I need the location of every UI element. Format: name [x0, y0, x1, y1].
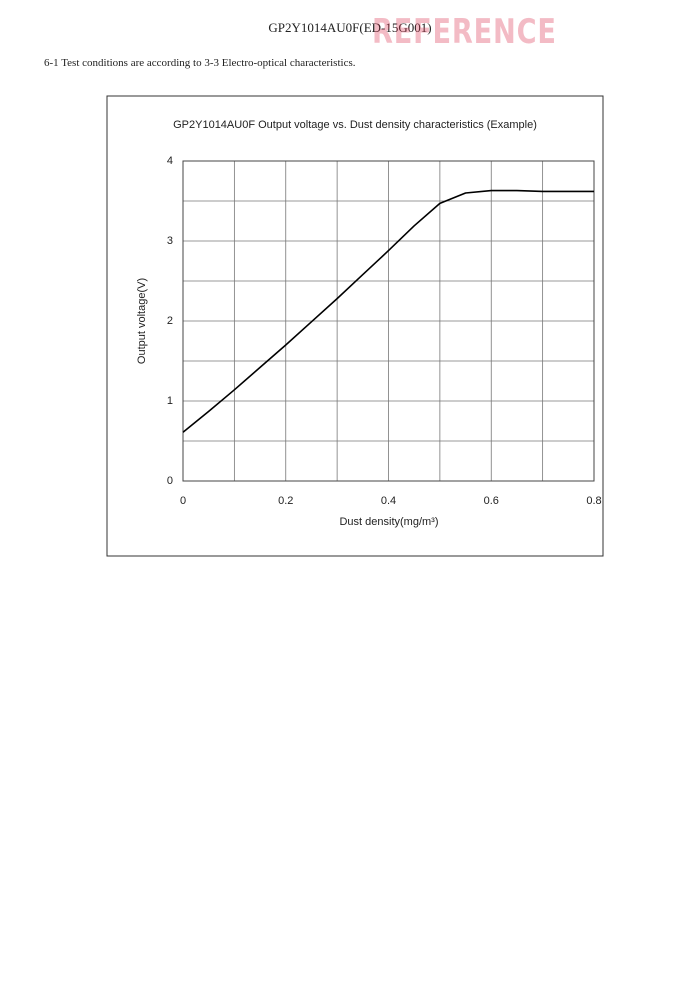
x-tick-label: 0.8	[586, 495, 601, 507]
y-tick-label: 1	[167, 395, 173, 407]
y-axis-label: Output voltage(V)	[136, 278, 148, 364]
intro-text: 6-1 Test conditions are according to 3-3…	[44, 57, 356, 69]
header: GP2Y1014AU0F(ED-15G001)	[268, 20, 432, 35]
x-tick-label: 0.6	[484, 495, 499, 507]
y-tick-label: 4	[167, 155, 173, 167]
x-tick-label: 0.4	[381, 495, 396, 507]
x-axis-label: Dust density(mg/m³)	[339, 516, 438, 528]
y-tick-label: 2	[167, 315, 173, 327]
x-tick-label: 0.2	[278, 495, 293, 507]
x-tick-label: 0	[180, 495, 186, 507]
chart-title: GP2Y1014AU0F Output voltage vs. Dust den…	[173, 119, 537, 131]
chart-frame	[106, 95, 604, 557]
y-tick-label: 3	[167, 235, 173, 247]
y-tick-label: 0	[167, 475, 173, 487]
plot-frame	[182, 160, 595, 482]
stamp: REFERENCE	[372, 12, 557, 52]
line	[182, 189, 594, 433]
